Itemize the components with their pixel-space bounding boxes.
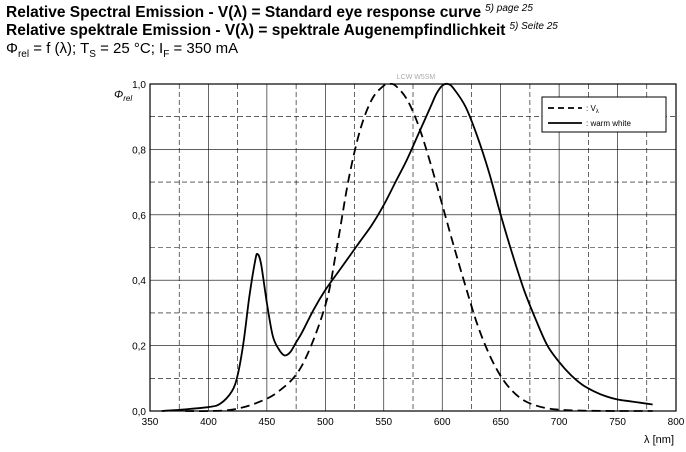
condition-t-sub: S (89, 49, 96, 60)
series-group (161, 82, 653, 412)
x-tick-label: 400 (200, 417, 217, 428)
legend-label: : warm white (586, 119, 631, 128)
condition-end: = 350 mA (169, 40, 239, 57)
chart-title-de: Relative spektrale Emission - V(λ) = spe… (6, 21, 558, 40)
condition-phi: Φ (6, 40, 18, 57)
condition-mid2: = 25 °C; I (95, 40, 164, 57)
x-tick-label: 700 (551, 417, 568, 428)
title-en-text: Relative Spectral Emission - V(λ) = Stan… (6, 4, 482, 22)
x-axis-label: λ [nm] (644, 434, 674, 446)
x-tick-label: 550 (375, 417, 392, 428)
y-tick-label: 1,0 (132, 80, 146, 91)
x-tick-label: 500 (317, 417, 334, 428)
x-tick-label: 600 (434, 417, 451, 428)
y-tick-label: 0,4 (132, 276, 146, 287)
legend-label: : Vλ (586, 104, 599, 115)
plot-frame (149, 83, 677, 412)
y-tick-label: 0,0 (132, 407, 146, 418)
tick-labels: 350 400 450 500 550 600 650 700 750 800 0,0 0,2 0,4 0… (132, 80, 685, 428)
grid (150, 84, 676, 411)
title-en-ref: 5) page 25 (485, 3, 533, 14)
y-axis-label: Φrel (114, 89, 132, 103)
x-tick-label: 450 (259, 417, 276, 428)
x-tick-label: 750 (609, 417, 626, 428)
y-axis-label-group: Φrel (114, 89, 132, 103)
measurement-conditions: Φrel = f (λ); TS = 25 °C; IF = 350 mA (6, 40, 238, 60)
watermark: LCW W5SM (397, 74, 436, 81)
chart-title-en: Relative Spectral Emission - V(λ) = Stan… (6, 3, 533, 22)
x-tick-label: 650 (492, 417, 509, 428)
y-tick-label: 0,6 (132, 211, 146, 222)
condition-phi-sub: rel (17, 49, 30, 60)
y-tick-label: 0,2 (132, 342, 146, 353)
legend: : Vλ : warm white (541, 96, 667, 133)
y-tick-label: 0,8 (132, 145, 146, 156)
x-tick-label: 350 (142, 417, 159, 428)
condition-i-sub: F (163, 49, 170, 60)
series-line-warm-white (161, 82, 653, 412)
x-tick-label: 800 (668, 417, 685, 428)
title-de-ref: 5) Seite 25 (509, 21, 558, 32)
series-line-v-lambda (185, 82, 653, 412)
title-de-text: Relative spektrale Emission - V(λ) = spe… (6, 22, 506, 40)
condition-mid: = f (λ); T (29, 40, 90, 57)
legend-box (541, 96, 667, 133)
